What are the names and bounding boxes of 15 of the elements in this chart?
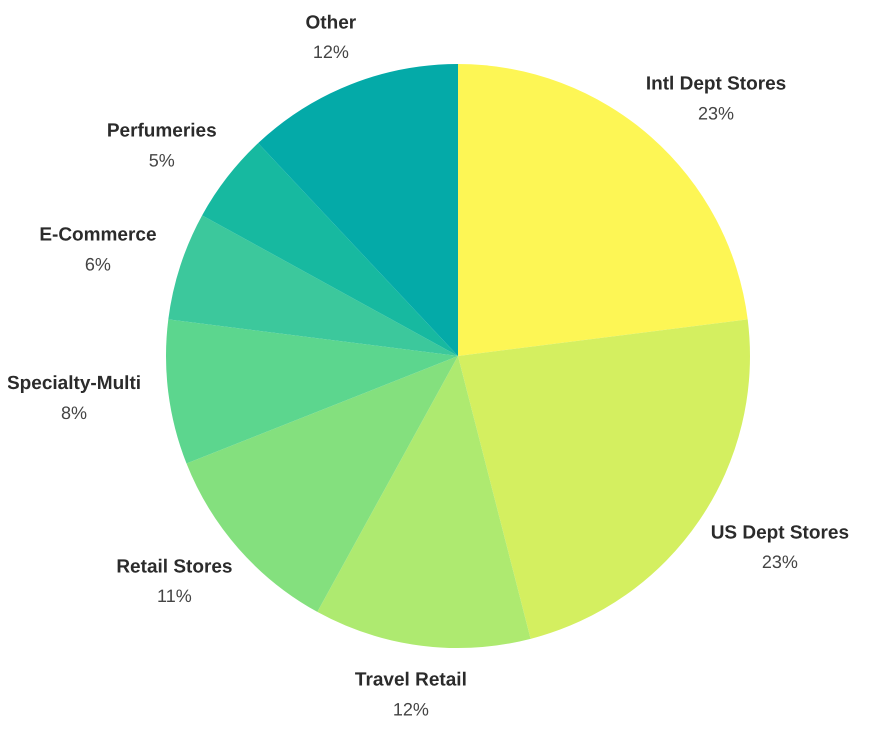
data-label: 6% — [84, 254, 111, 274]
data-label: 11% — [157, 586, 192, 606]
slice-label: E-Commerce — [39, 224, 157, 246]
slice-label: US Dept Stores — [710, 522, 850, 544]
slice-label: Retail Stores — [116, 556, 232, 578]
data-label: 5% — [148, 150, 175, 170]
data-label: 23% — [698, 103, 734, 124]
slice-label: Perfumeries — [106, 120, 217, 142]
slice-label: Travel Retail — [354, 670, 467, 691]
data-label: 8% — [61, 402, 88, 423]
data-label: 12% — [392, 699, 429, 720]
data-label: 23% — [762, 552, 798, 572]
slice-label: Intl Dept Stores — [646, 74, 786, 95]
data-label: 12% — [312, 42, 349, 62]
slice-label: Other — [306, 12, 357, 34]
